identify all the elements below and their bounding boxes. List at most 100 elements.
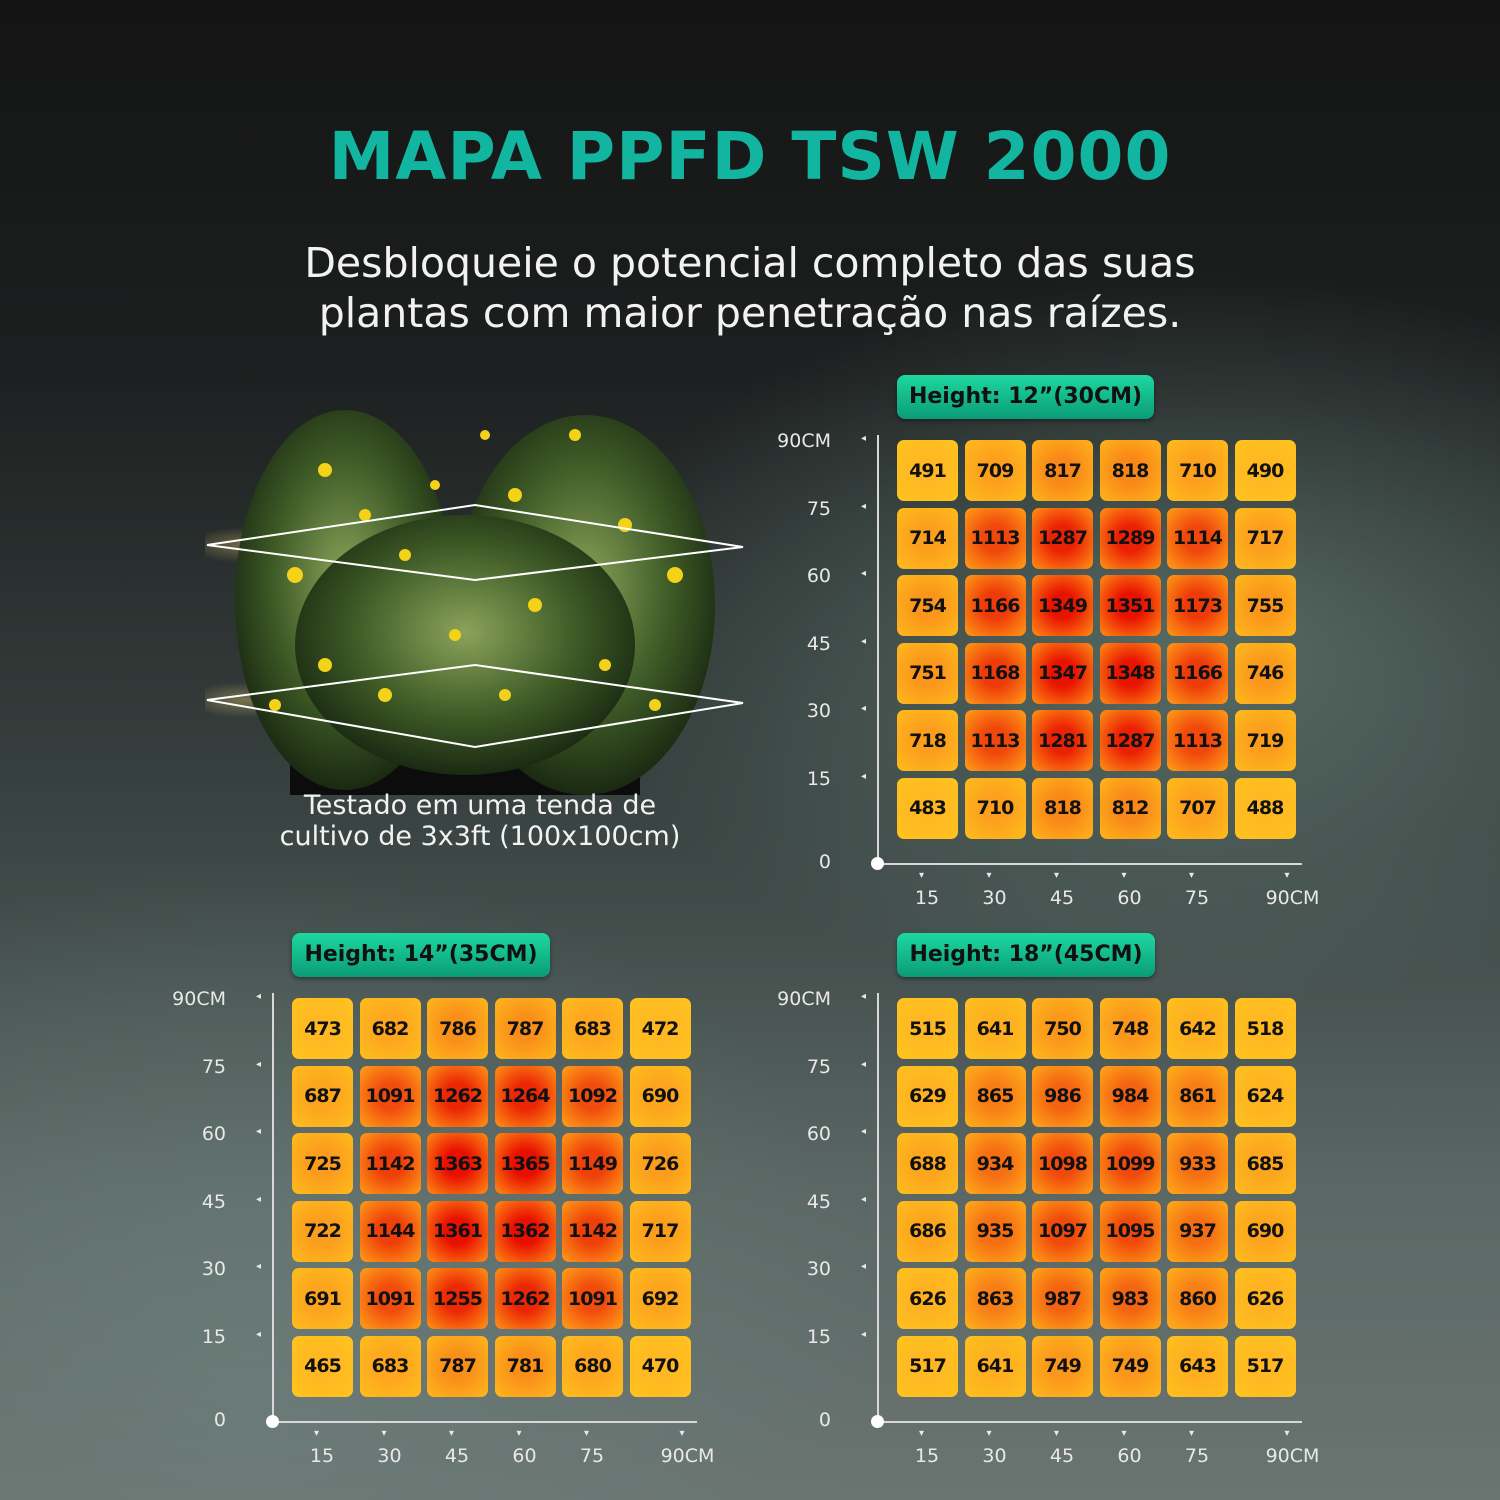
- y-tick-label: 30: [201, 1258, 226, 1280]
- subtitle-line-2: plantas com maior penetração nas raízes.: [318, 289, 1182, 337]
- heatmap-cell: 718: [897, 710, 958, 771]
- x-tick-marker: ▾: [584, 1428, 590, 1439]
- y-tick-label: 45: [806, 1190, 831, 1213]
- heatmap-cell: 1091: [562, 1268, 623, 1329]
- y-tick-label: 45: [806, 632, 831, 655]
- heatmap-cell: 786: [427, 998, 488, 1059]
- x-axis-line: [272, 1421, 697, 1423]
- y-axis-line: [877, 993, 879, 1421]
- y-tick-marker: ◂: [861, 1261, 867, 1272]
- x-tick-marker: ▾: [381, 1428, 387, 1439]
- heatmap-cell: 1362: [494, 1200, 556, 1262]
- heatmap-cell: 1092: [562, 1065, 623, 1127]
- heatmap-cell: 1166: [1167, 642, 1228, 704]
- y-tick-label: 0: [818, 851, 831, 873]
- y-tick-marker: ◂: [861, 991, 867, 1002]
- y-tick-label: 60: [806, 565, 831, 587]
- heatmap-cell: 1142: [562, 1200, 623, 1262]
- heatmap-cell: 987: [1032, 1268, 1093, 1329]
- y-tick-marker: ◂: [861, 1126, 867, 1137]
- y-tick-label: 90CM: [777, 430, 831, 452]
- heatmap-cell: 749: [1099, 1335, 1161, 1397]
- heatmap-cell: 1097: [1032, 1200, 1093, 1262]
- heatmap-cell: 717: [629, 1200, 691, 1262]
- x-tick-marker: ▾: [1121, 1428, 1127, 1439]
- heatmap-cell: 781: [494, 1335, 556, 1397]
- heatmap-cell: 687: [292, 1065, 353, 1127]
- heatmap-cell: 755: [1234, 575, 1296, 636]
- heatmap-cell: 984: [1099, 1065, 1161, 1127]
- heatmap-cell: 1091: [359, 1065, 421, 1127]
- heatmap-cell: 1113: [964, 710, 1026, 771]
- y-tick-label: 75: [201, 1055, 226, 1078]
- heatmap-cell: 683: [359, 1335, 421, 1397]
- heatmap-cell: 1113: [964, 507, 1026, 569]
- heatmap-cell: 1166: [964, 575, 1026, 636]
- y-tick-marker: ◂: [256, 1261, 262, 1272]
- x-tick-label: 90CM: [1265, 1445, 1320, 1467]
- heatmap-cell: 1168: [964, 642, 1026, 704]
- heatmap-cell: 986: [1032, 1065, 1093, 1127]
- x-tick-label: 90CM: [660, 1445, 715, 1467]
- heatmap-cell: 690: [629, 1065, 691, 1127]
- heatmap-cell: 624: [1234, 1065, 1296, 1127]
- x-tick-marker: ▾: [919, 1428, 925, 1439]
- heatmap-cell: 1348: [1099, 642, 1161, 704]
- heatmap-cell: 1351: [1099, 575, 1161, 636]
- heatmap-cell: 692: [629, 1268, 691, 1329]
- axis-origin-dot: [871, 857, 884, 870]
- y-tick-marker: ◂: [861, 635, 867, 647]
- heatmap-cell: 683: [562, 998, 623, 1059]
- test-caption: Testado em uma tenda de cultivo de 3x3ft…: [230, 790, 730, 852]
- x-tick-label: 30: [377, 1445, 402, 1467]
- heatmap-cell: 517: [1234, 1335, 1296, 1397]
- x-tick-label: 75: [1184, 1445, 1210, 1467]
- heatmap-cell: 1361: [427, 1200, 488, 1262]
- heatmap-cell: 787: [494, 998, 556, 1059]
- heatmap-cell: 473: [292, 998, 353, 1059]
- heatmap-cell: 933: [1167, 1133, 1228, 1194]
- x-tick-marker: ▾: [1284, 870, 1290, 881]
- heatmap-cell: 726: [629, 1133, 691, 1194]
- x-tick-marker: ▾: [1284, 1428, 1290, 1439]
- heatmap-cell: 709: [964, 440, 1026, 501]
- heatmap-cell: 688: [897, 1133, 958, 1194]
- heatmap-cell: 1347: [1032, 642, 1093, 704]
- y-tick-marker: ◂: [861, 703, 867, 714]
- x-tick-marker: ▾: [1189, 1428, 1195, 1439]
- subtitle-line-1: Desbloqueie o potencial completo das sua…: [304, 239, 1196, 287]
- heatmap-cell: 472: [629, 998, 691, 1059]
- x-tick-label: 60: [512, 1445, 537, 1467]
- heatmap-cell: 488: [1234, 777, 1296, 839]
- heatmap-cell: 725: [292, 1133, 353, 1194]
- heatmap-cell: 812: [1099, 777, 1161, 839]
- heatmap-cell: 686: [897, 1200, 958, 1262]
- heatmap-cell: 1281: [1032, 710, 1093, 771]
- heatmap-cell: 787: [427, 1335, 488, 1397]
- heatmap-cell: 1098: [1032, 1133, 1093, 1194]
- heatmap-cell: 754: [897, 575, 958, 636]
- heatmap-cell: 719: [1234, 710, 1296, 771]
- heatmap-cell: 1173: [1167, 575, 1228, 636]
- heatmap-cell: 1287: [1032, 507, 1093, 569]
- y-tick-label: 0: [213, 1409, 226, 1431]
- heatmap-cell: 935: [964, 1200, 1026, 1262]
- heatmap-cell: 483: [897, 777, 958, 839]
- heatmap-cell: 1091: [359, 1268, 421, 1329]
- x-tick-marker: ▾: [314, 1428, 320, 1439]
- heatmap-cell: 722: [292, 1200, 353, 1262]
- y-tick-label: 30: [806, 700, 831, 722]
- heatmap-cell: 1262: [427, 1065, 488, 1127]
- x-tick-label: 45: [444, 1445, 470, 1467]
- y-tick-label: 90CM: [172, 988, 226, 1010]
- x-tick-label: 15: [914, 887, 940, 909]
- heatmap-cell: 515: [897, 998, 958, 1059]
- subtitle: Desbloqueie o potencial completo das sua…: [0, 238, 1500, 338]
- plant-illustration: [205, 410, 744, 795]
- heatmap-cell: 1365: [494, 1133, 556, 1194]
- x-tick-label: 75: [579, 1445, 605, 1467]
- heatmap-cell: 861: [1167, 1065, 1228, 1127]
- heatmap-cell: 629: [897, 1065, 958, 1127]
- heatmap-cell: 626: [1234, 1268, 1296, 1329]
- heatmap-cell: 641: [964, 998, 1026, 1059]
